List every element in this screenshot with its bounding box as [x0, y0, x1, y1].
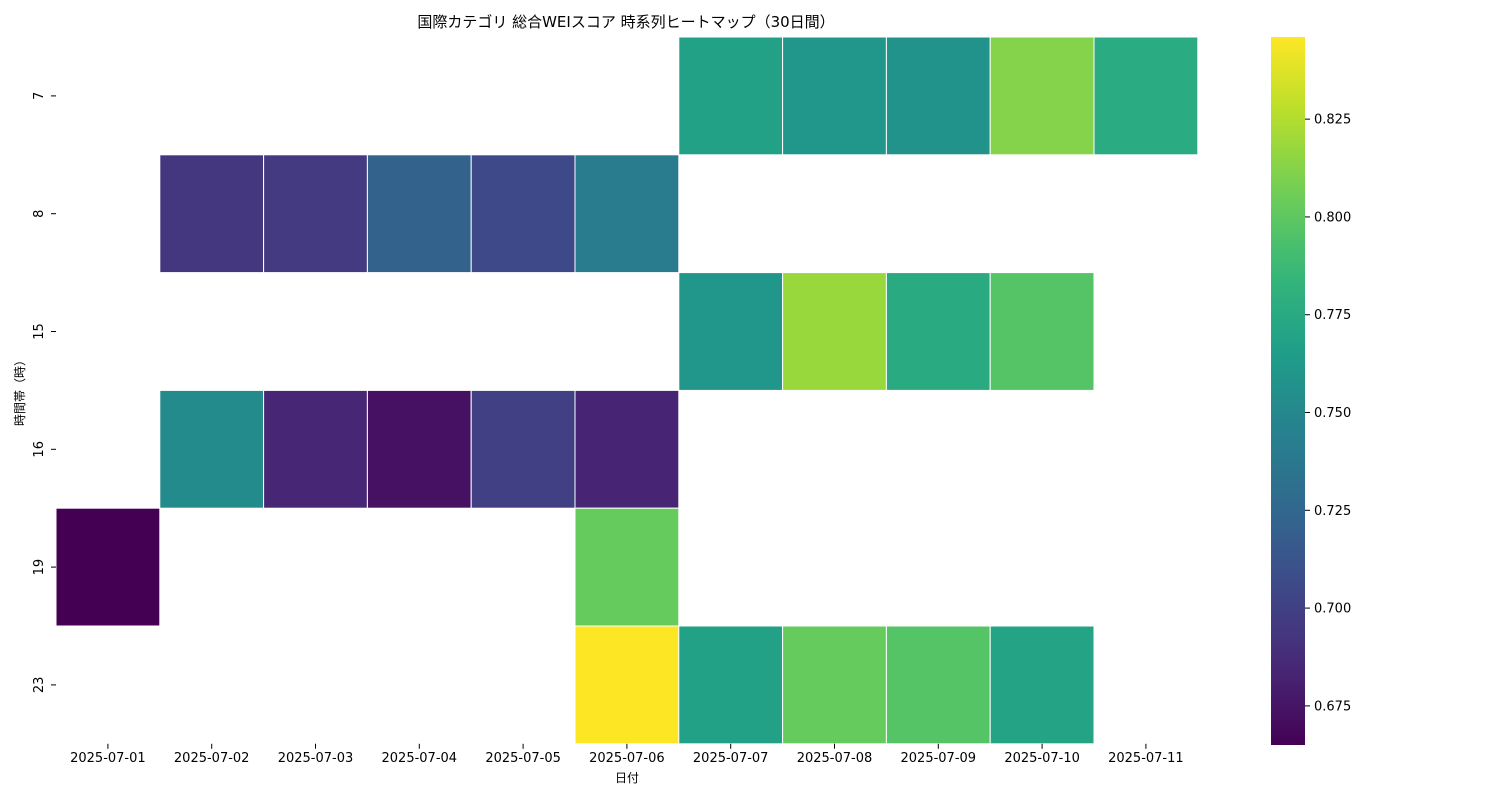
heatmap-cell-19-2025-07-06 — [574, 507, 680, 627]
x-tick-label: 2025-07-01 — [70, 751, 146, 766]
colorbar-tick-label: 0.750 — [1314, 406, 1351, 421]
heatmap-cells — [55, 36, 1199, 745]
x-tick-label: 2025-07-04 — [382, 751, 458, 766]
x-axis-ticks: 2025-07-01 2025-07-02 2025-07-03 2025-07-04… — [70, 743, 1184, 766]
colorbar-tick-label: 0.700 — [1314, 602, 1351, 617]
heatmap-cell-15-2025-07-07 — [678, 272, 784, 391]
y-tick-label: 7 — [32, 92, 47, 100]
colorbar: 0.675 0.700 0.725 0.750 0.775 0.800 0.825 — [1271, 37, 1351, 745]
colorbar-tick-label: 0.675 — [1314, 699, 1351, 714]
x-tick-label: 2025-07-08 — [797, 751, 873, 766]
heatmap-cell-7-2025-07-08 — [782, 36, 887, 156]
colorbar-tick-label: 0.725 — [1314, 504, 1351, 519]
y-tick-label: 19 — [32, 559, 47, 576]
x-tick-label: 2025-07-05 — [485, 751, 561, 766]
colorbar-gradient — [1271, 37, 1305, 745]
heatmap-cell-7-2025-07-09 — [885, 36, 991, 156]
x-tick-label: 2025-07-07 — [693, 751, 769, 766]
heatmap-cell-16-2025-07-03 — [263, 389, 368, 509]
y-tick-label: 16 — [32, 441, 47, 458]
heatmap-cell-23-2025-07-09 — [885, 625, 991, 745]
x-axis-label: 日付 — [615, 771, 639, 785]
x-tick-label: 2025-07-11 — [1108, 751, 1184, 766]
heatmap-cell-8-2025-07-06 — [574, 154, 680, 274]
x-tick-label: 2025-07-02 — [174, 751, 250, 766]
heatmap-cell-23-2025-07-06 — [574, 625, 680, 745]
y-axis-ticks: 7 8 15 16 19 23 — [32, 92, 56, 693]
heatmap-cell-15-2025-07-08 — [782, 272, 887, 391]
x-tick-label: 2025-07-09 — [901, 751, 977, 766]
chart-title: 国際カテゴリ 総合WEIスコア 時系列ヒートマップ（30日間） — [417, 13, 834, 31]
heatmap-cell-8-2025-07-05 — [470, 154, 576, 274]
y-axis-label: 時間帯（時） — [13, 354, 27, 426]
heatmap-cell-7-2025-07-07 — [678, 36, 784, 156]
heatmap-cell-8-2025-07-02 — [159, 154, 265, 274]
heatmap-cell-15-2025-07-10 — [989, 272, 1095, 391]
heatmap-cell-8-2025-07-04 — [366, 154, 472, 274]
y-tick-label: 23 — [32, 677, 47, 694]
y-tick-label: 8 — [32, 210, 47, 218]
y-tick-label: 15 — [32, 323, 47, 340]
x-tick-label: 2025-07-10 — [1004, 751, 1080, 766]
heatmap-cell-8-2025-07-03 — [263, 154, 368, 274]
heatmap-cell-23-2025-07-07 — [678, 625, 784, 745]
heatmap-cell-23-2025-07-10 — [989, 625, 1095, 745]
heatmap-cell-16-2025-07-02 — [159, 389, 265, 509]
heatmap-cell-16-2025-07-05 — [470, 389, 576, 509]
colorbar-tick-label: 0.800 — [1314, 210, 1351, 225]
x-tick-label: 2025-07-03 — [278, 751, 354, 766]
heatmap-cell-23-2025-07-08 — [782, 625, 887, 745]
colorbar-tick-label: 0.825 — [1314, 113, 1351, 128]
colorbar-tick-label: 0.775 — [1314, 308, 1351, 323]
heatmap-cell-7-2025-07-11 — [1093, 36, 1199, 156]
heatmap-cell-16-2025-07-04 — [366, 389, 472, 509]
x-tick-label: 2025-07-06 — [589, 751, 665, 766]
heatmap-cell-15-2025-07-09 — [885, 272, 991, 391]
heatmap-cell-16-2025-07-06 — [574, 389, 680, 509]
heatmap-cell-19-2025-07-01 — [55, 507, 161, 627]
heatmap-cell-7-2025-07-10 — [989, 36, 1095, 156]
